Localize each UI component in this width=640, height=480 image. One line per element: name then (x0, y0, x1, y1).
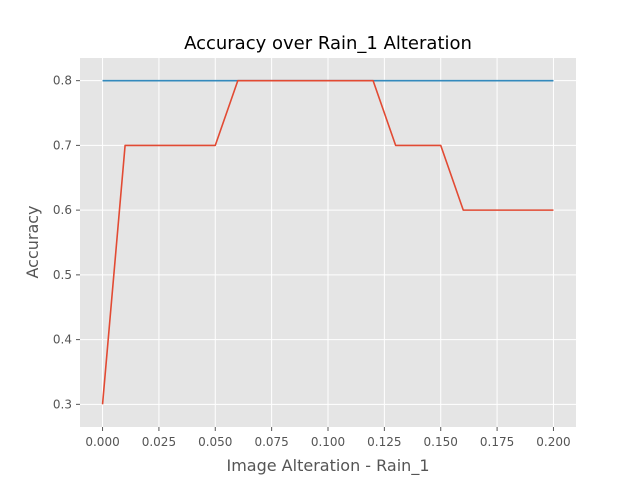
x-axis: 0.000 0.025 0.050 0.075 0.100 0.125 0.150 0.175… (85, 427, 571, 449)
x-tick-label: 0.125 (367, 435, 401, 449)
y-tick-label: 0.3 (53, 397, 72, 411)
y-tick-label: 0.6 (53, 203, 72, 217)
x-tick-label: 0.150 (424, 435, 458, 449)
x-tick-label: 0.025 (142, 435, 176, 449)
x-tick-label: 0.075 (254, 435, 288, 449)
x-tick-label: 0.200 (536, 435, 570, 449)
x-tick-label: 0.050 (198, 435, 232, 449)
x-tick-label: 0.000 (85, 435, 119, 449)
y-tick-label: 0.4 (53, 333, 72, 347)
y-axis-label: Accuracy (23, 205, 42, 278)
y-axis: 0.3 0.4 0.5 0.6 0.7 0.8 (53, 74, 80, 411)
y-tick-label: 0.8 (53, 74, 72, 88)
y-tick-label: 0.7 (53, 138, 72, 152)
x-tick-label: 0.100 (311, 435, 345, 449)
chart-title: Accuracy over Rain_1 Alteration (184, 33, 472, 54)
series-layer (101, 79, 554, 405)
y-tick-label: 0.5 (53, 268, 72, 282)
x-tick-label: 0.175 (480, 435, 514, 449)
series-line-rain_1 (101, 79, 554, 405)
x-axis-label: Image Alteration - Rain_1 (226, 456, 429, 476)
